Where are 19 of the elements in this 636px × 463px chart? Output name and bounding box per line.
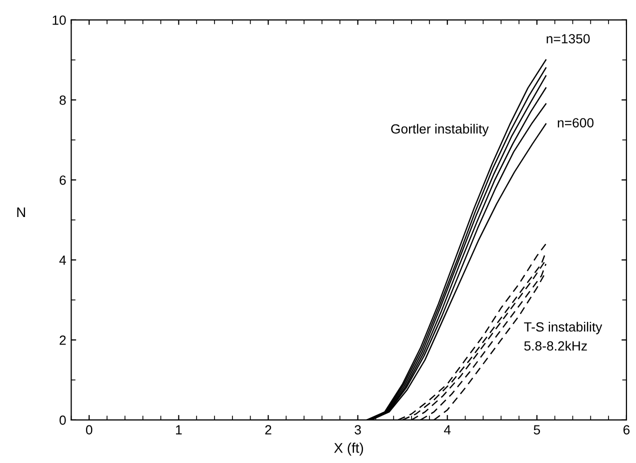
y-tick-label: 6 [60, 175, 66, 185]
y-tick-label: 8 [60, 95, 66, 105]
x-tick-label: 3 [354, 425, 361, 434]
x-tick-label: 2 [265, 425, 272, 434]
annotation: n=600 [558, 118, 594, 128]
x-tick-label: 5 [534, 425, 540, 434]
annotation: T-S instability 5.8-8.2kHz [524, 322, 602, 351]
annotation: n=1350 [546, 34, 590, 44]
y-tick-label: 4 [59, 256, 66, 265]
x-tick-label: 1 [176, 425, 182, 434]
x-tick-label: 6 [623, 425, 630, 434]
annotation: Gortler instability [391, 124, 489, 136]
y-tick-label: 10 [52, 15, 66, 25]
x-tick-label: 0 [86, 425, 92, 434]
y-axis-title: N [17, 207, 26, 218]
y-tick-label: 2 [60, 336, 66, 345]
x-axis-title: X (ft) [334, 442, 364, 456]
y-tick-label: 0 [60, 416, 66, 425]
x-tick-label: 4 [444, 425, 451, 434]
